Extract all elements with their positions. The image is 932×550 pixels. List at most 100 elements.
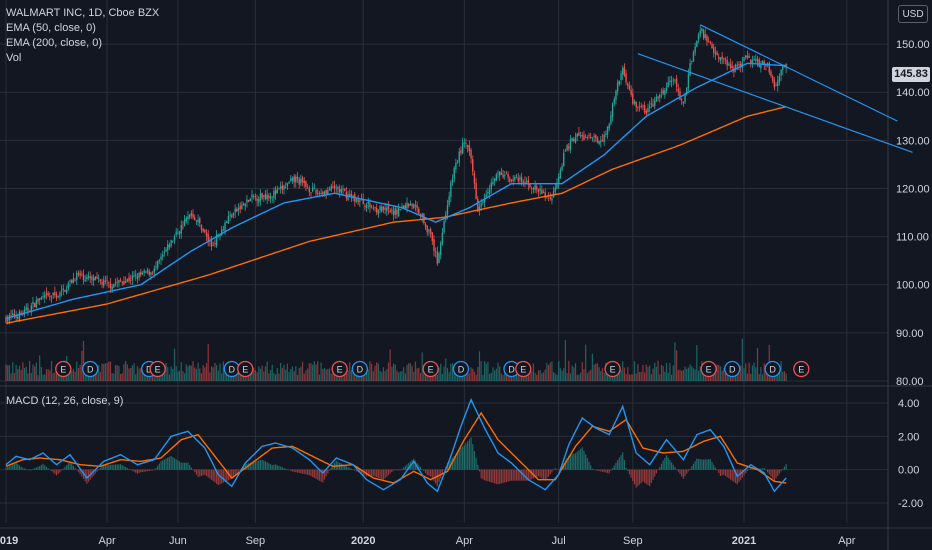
x-tick-label: Sep: [623, 535, 643, 547]
macd-histogram-bar: [77, 469, 80, 472]
macd-histogram-bar: [404, 465, 406, 470]
legend-ema50[interactable]: EMA (50, close, 0): [6, 22, 96, 34]
macd-histogram-bar: [221, 469, 223, 484]
macd-histogram-bar: [492, 469, 494, 483]
macd-histogram-bar: [285, 468, 287, 470]
volume-bar: [109, 361, 112, 381]
candle-body: [200, 224, 203, 230]
macd-histogram-bar: [259, 460, 262, 470]
x-tick-label: 2020: [351, 535, 375, 547]
macd-histogram-bar: [573, 453, 575, 470]
volume-bar: [601, 368, 604, 381]
macd-histogram-bar: [266, 462, 268, 470]
volume-bar: [726, 372, 728, 381]
volume-bar: [50, 361, 53, 381]
volume-bar: [625, 374, 627, 381]
macd-histogram-bar: [613, 465, 615, 470]
event-circle: [724, 360, 741, 378]
volume-bar: [642, 365, 644, 381]
candle-body: [731, 66, 733, 68]
volume-bar: [49, 370, 51, 381]
candle-body: [571, 137, 573, 142]
candle-body: [751, 60, 754, 65]
candle-body: [54, 292, 56, 296]
macd-histogram-bar: [396, 469, 398, 471]
candle-body: [252, 196, 255, 197]
macd-histogram-bar: [10, 465, 12, 470]
macd-histogram-bar: [783, 466, 786, 470]
macd-histogram-bar: [716, 469, 718, 471]
candle-body: [702, 30, 705, 39]
macd-histogram-bar: [197, 469, 199, 477]
macd-histogram-bar: [355, 469, 358, 472]
candle-body: [618, 80, 621, 85]
candle-body: [721, 56, 723, 59]
candle-body: [281, 185, 284, 190]
macd-histogram-bar: [687, 469, 690, 472]
macd-histogram-bar: [746, 469, 748, 472]
candle-body: [723, 58, 725, 60]
volume-bar: [740, 365, 742, 381]
macd-histogram-bar: [116, 464, 118, 470]
volume-bar: [579, 372, 582, 381]
candle-body: [638, 105, 641, 107]
macd-histogram-bar: [248, 463, 250, 470]
candle-body: [108, 282, 110, 284]
macd-histogram-bar: [320, 469, 322, 482]
y-tick-label: 110.00: [896, 232, 929, 244]
macd-histogram-bar: [195, 469, 198, 475]
event-label: D: [146, 365, 153, 375]
candle-body: [362, 198, 364, 205]
candle-body: [490, 182, 492, 190]
volume-bar: [649, 365, 651, 381]
candle-body: [593, 136, 595, 137]
volume-bar: [27, 373, 29, 381]
volume-bar: [652, 368, 654, 381]
macd-histogram-bar: [381, 469, 383, 480]
candle-body: [167, 244, 169, 251]
volume-bar: [372, 371, 374, 381]
volume-bar: [258, 366, 260, 381]
candle-body: [745, 55, 747, 58]
macd-histogram-bar: [249, 462, 251, 470]
volume-bar: [276, 367, 278, 381]
legend-ema200[interactable]: EMA (200, close, 0): [6, 37, 102, 49]
candle-body: [47, 293, 49, 296]
volume-bar: [738, 373, 740, 381]
macd-histogram-bar: [136, 469, 139, 474]
volume-bar: [295, 366, 297, 381]
candle-body: [129, 279, 132, 281]
candle-body: [485, 194, 487, 198]
event-circle: [764, 360, 781, 378]
candle-body: [94, 276, 97, 280]
legend-symbol[interactable]: WALMART INC, 1D, Cboe BZX: [6, 7, 160, 19]
macd-legend[interactable]: MACD (12, 26, close, 9): [6, 395, 124, 407]
macd-histogram-bar: [406, 464, 408, 470]
macd-histogram-bar: [42, 463, 44, 470]
macd-histogram-bar: [672, 464, 674, 470]
volume-bar: [637, 364, 639, 381]
candle-body: [746, 55, 749, 58]
volume-bar: [667, 372, 669, 381]
macd-histogram-bar: [605, 469, 607, 473]
macd-histogram-bar: [185, 462, 187, 470]
macd-histogram-bar: [224, 469, 226, 482]
volume-bar: [248, 373, 250, 381]
candle-body: [603, 134, 605, 143]
macd-histogram-bar: [581, 447, 583, 470]
volume-bar: [96, 370, 98, 381]
candle-body: [182, 226, 184, 228]
earnings-marker: E: [700, 360, 717, 378]
volume-bar: [180, 362, 182, 381]
macd-histogram-bar: [212, 469, 214, 482]
macd-histogram-bar: [499, 469, 501, 484]
currency-button[interactable]: USD: [898, 5, 928, 23]
candle-body: [563, 152, 565, 167]
event-circle: [793, 360, 810, 378]
macd-histogram-bar: [286, 469, 288, 470]
x-tick-label: Apr: [456, 535, 473, 547]
candle-body: [674, 79, 676, 81]
volume-bar: [681, 370, 683, 381]
legend-vol[interactable]: Vol: [6, 52, 22, 64]
volume-bar: [741, 338, 743, 381]
